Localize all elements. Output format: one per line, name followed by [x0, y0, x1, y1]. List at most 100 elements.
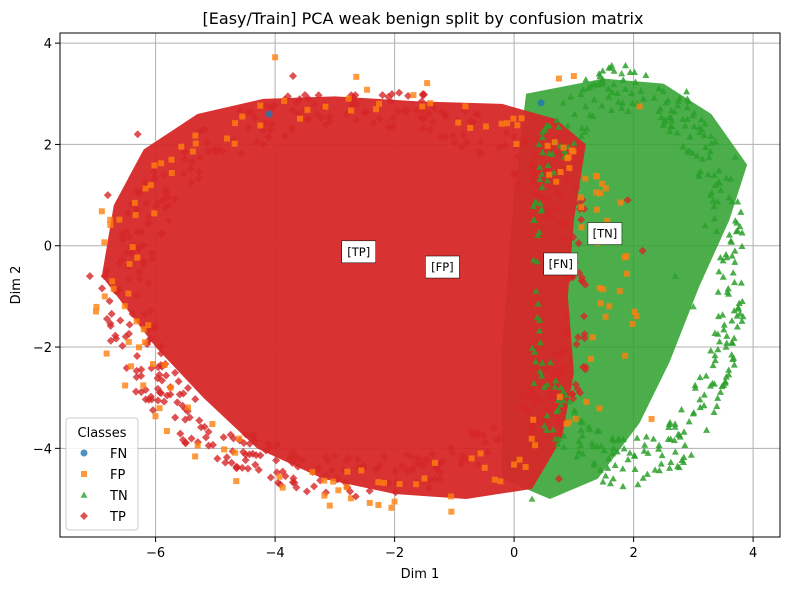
fp-edge-point [184, 404, 191, 411]
tp-edge-point [204, 427, 213, 436]
tp-edge-point [264, 132, 273, 141]
tn-edge-point [531, 348, 539, 355]
tn-edge-point [695, 123, 703, 131]
tp-edge-point [404, 91, 413, 100]
tp-edge-point [122, 364, 131, 373]
tn-edge-point [713, 227, 721, 235]
tn-edge-point [559, 387, 567, 394]
tp-edge-point [469, 117, 478, 126]
tn-edge-point [657, 460, 665, 467]
tp-edge-point [144, 279, 153, 288]
tp-edge-point [293, 462, 302, 471]
tn-edge-point [698, 155, 706, 162]
tp-edge-point [459, 130, 468, 139]
tn-edge-point [535, 140, 543, 148]
tp-edge-point [133, 291, 142, 300]
tp-edge-point [266, 473, 275, 482]
fn-point [537, 99, 545, 107]
tp-edge-point [102, 267, 111, 276]
fp-edge-point [587, 355, 594, 362]
tn-edge-point [633, 434, 641, 441]
tn-edge-point [737, 279, 745, 286]
fp-edge-point [623, 270, 630, 277]
tp-edge-point [171, 413, 180, 422]
tn-edge-point [668, 117, 676, 124]
fp-edge-point [604, 217, 611, 224]
tn-edge-point [610, 80, 618, 88]
tp-edge-point [553, 417, 562, 426]
tn-edge-point [642, 433, 650, 440]
tp-edge-point [581, 365, 590, 374]
tp-edge-point [273, 440, 282, 449]
tp-edge-point [542, 363, 551, 372]
tp-edge-point [426, 125, 435, 134]
tp-edge-point [263, 438, 272, 447]
tn-edge-point [667, 106, 675, 114]
fp-edge-point [168, 170, 175, 177]
tn-edge-point [538, 359, 546, 366]
tp-edge-point [245, 439, 254, 448]
fp-edge-point [366, 499, 373, 506]
tn-edge-point [659, 121, 667, 129]
tp-edge-point [127, 249, 136, 258]
tn-edge-point [738, 242, 746, 250]
fp-edge-point [513, 141, 520, 148]
fp-edge-point [597, 300, 604, 307]
tn-edge-point [643, 470, 651, 477]
tn-edge-point [619, 465, 627, 472]
tn-edge-point [599, 478, 607, 485]
tn-edge-point [733, 312, 741, 319]
tn-edge-point [660, 118, 668, 125]
fp-edge-point [593, 206, 600, 213]
fp-edge-point [551, 139, 558, 146]
fp-edge-point [467, 124, 474, 131]
tn-edge-point [700, 131, 708, 139]
tp-edge-point [163, 391, 172, 400]
tn-edge-point [730, 278, 738, 286]
tn-edge-point [689, 149, 697, 156]
legend-label: TN [109, 489, 128, 504]
tp-edge-point [352, 99, 361, 108]
tn-edge-point [567, 93, 575, 100]
tp-edge-point [122, 248, 131, 257]
tp-edge-point [150, 167, 159, 176]
tp-edge-point [179, 169, 188, 178]
tn-edge-point [729, 339, 737, 346]
fp-edge-point [296, 115, 303, 122]
tp-edge-point [481, 438, 490, 447]
tn-edge-point [608, 434, 616, 441]
tn-edge-point [615, 435, 623, 442]
tn-edge-point [658, 451, 666, 459]
tp-edge-point [428, 450, 437, 459]
tn-edge-point [674, 102, 682, 109]
tn-edge-point [685, 418, 693, 425]
tp-edge-point [413, 106, 422, 115]
fp-edge-point [477, 450, 484, 457]
tn-edge-point [642, 71, 650, 79]
tp-edge-point [572, 340, 581, 349]
fp-edge-point [161, 361, 168, 368]
tp-edge-point [248, 432, 257, 441]
tp-point [289, 72, 298, 81]
tp-edge-point [187, 157, 196, 166]
y-tick-label: −2 [33, 341, 52, 356]
tn-edge-point [708, 189, 716, 196]
tp-edge-point [174, 377, 183, 386]
tp-edge-point [391, 467, 400, 476]
fp-edge-point [431, 459, 438, 466]
tp-edge-point [495, 143, 504, 152]
tp-edge-point [219, 433, 228, 442]
fp-edge-point [121, 303, 128, 310]
tn-edge-point [715, 167, 723, 174]
tp-edge-point [510, 132, 519, 141]
tn-edge-point [624, 107, 632, 114]
tp-edge-point [395, 88, 404, 97]
tn-edge-point [539, 148, 547, 156]
fp-point [648, 415, 655, 422]
tp-edge-point [241, 456, 250, 465]
fp-point [272, 54, 279, 61]
tp-edge-point [314, 91, 323, 100]
tn-edge-point [609, 475, 617, 482]
tp-edge-point [119, 235, 128, 244]
fp-edge-point [572, 415, 579, 422]
